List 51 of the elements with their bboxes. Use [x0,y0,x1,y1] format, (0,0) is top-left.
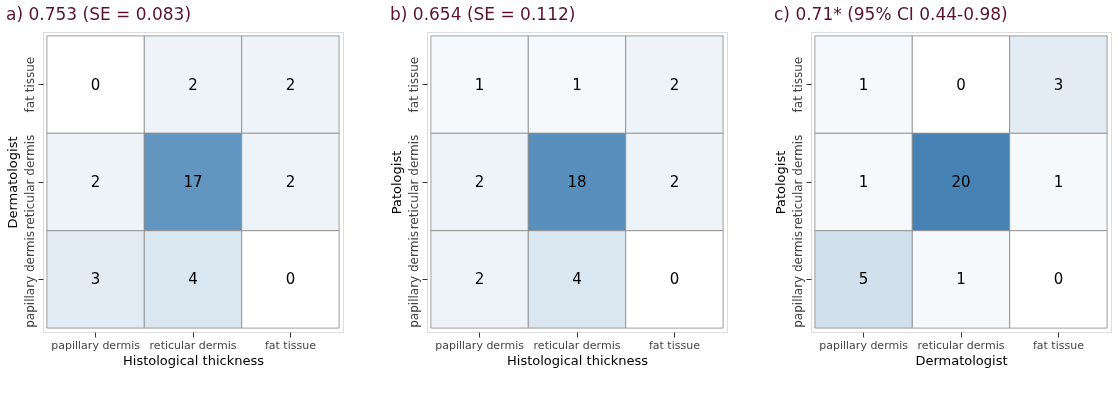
data-label: 0 [956,75,966,94]
data-label: 17 [183,173,203,191]
y-tick-label: reticular dermis [790,134,805,230]
data-label: 2 [474,173,485,191]
y-tick-label: fat tissue [790,56,805,113]
data-label: 1 [858,173,869,191]
data-label: 0 [285,270,296,289]
data-label: 2 [285,75,296,94]
y-tick-label: reticular dermis [406,134,421,230]
data-label: 3 [90,270,101,289]
x-axis-title: Histological thickness [507,352,649,368]
data-label: 1 [1053,173,1064,191]
y-tick-label: reticular dermis [22,134,37,230]
y-axis-title: Dermatologist [4,136,20,229]
data-label: 18 [567,173,587,191]
x-axis-title: Histological thickness [123,352,265,368]
data-label: 1 [956,270,966,289]
x-tick-label: fat tissue [1032,338,1085,352]
x-tick-label: papillary dermis [51,338,141,352]
data-label: 2 [285,173,296,191]
x-tick-label: fat tissue [264,338,317,352]
data-label: 0 [669,270,680,289]
y-axis-title: Patologist [388,150,404,215]
data-label: 1 [474,75,485,94]
y-tick-label: fat tissue [406,56,421,113]
data-label: 2 [669,173,680,191]
data-label: 1 [858,75,869,94]
data-label: 4 [188,270,198,289]
x-axis-title: Dermatologist [915,352,1008,368]
data-label: 5 [858,270,869,289]
data-label: 3 [1053,75,1064,94]
data-label: 2 [669,75,680,94]
x-tick-label: papillary dermis [819,338,909,352]
data-label: 0 [1053,270,1064,289]
x-tick-label: papillary dermis [435,338,525,352]
chart-title: c) 0.71* (95% CI 0.44-0.98) [774,4,1008,24]
x-tick-label: reticular dermis [533,338,621,352]
y-axis-title: Patologist [772,150,788,215]
x-tick-label: fat tissue [648,338,701,352]
chart-title: a) 0.753 (SE = 0.083) [6,4,192,24]
data-label: 2 [90,173,101,191]
data-label: 20 [951,173,971,191]
x-tick-label: reticular dermis [149,338,237,352]
data-label: 4 [572,270,582,289]
data-label: 2 [474,270,485,289]
x-tick-label: reticular dermis [917,338,1005,352]
data-label: 0 [90,75,101,94]
chart-title: b) 0.654 (SE = 0.112) [390,4,576,24]
data-label: 2 [188,75,198,94]
data-label: 1 [572,75,582,94]
y-tick-label: fat tissue [22,56,37,113]
